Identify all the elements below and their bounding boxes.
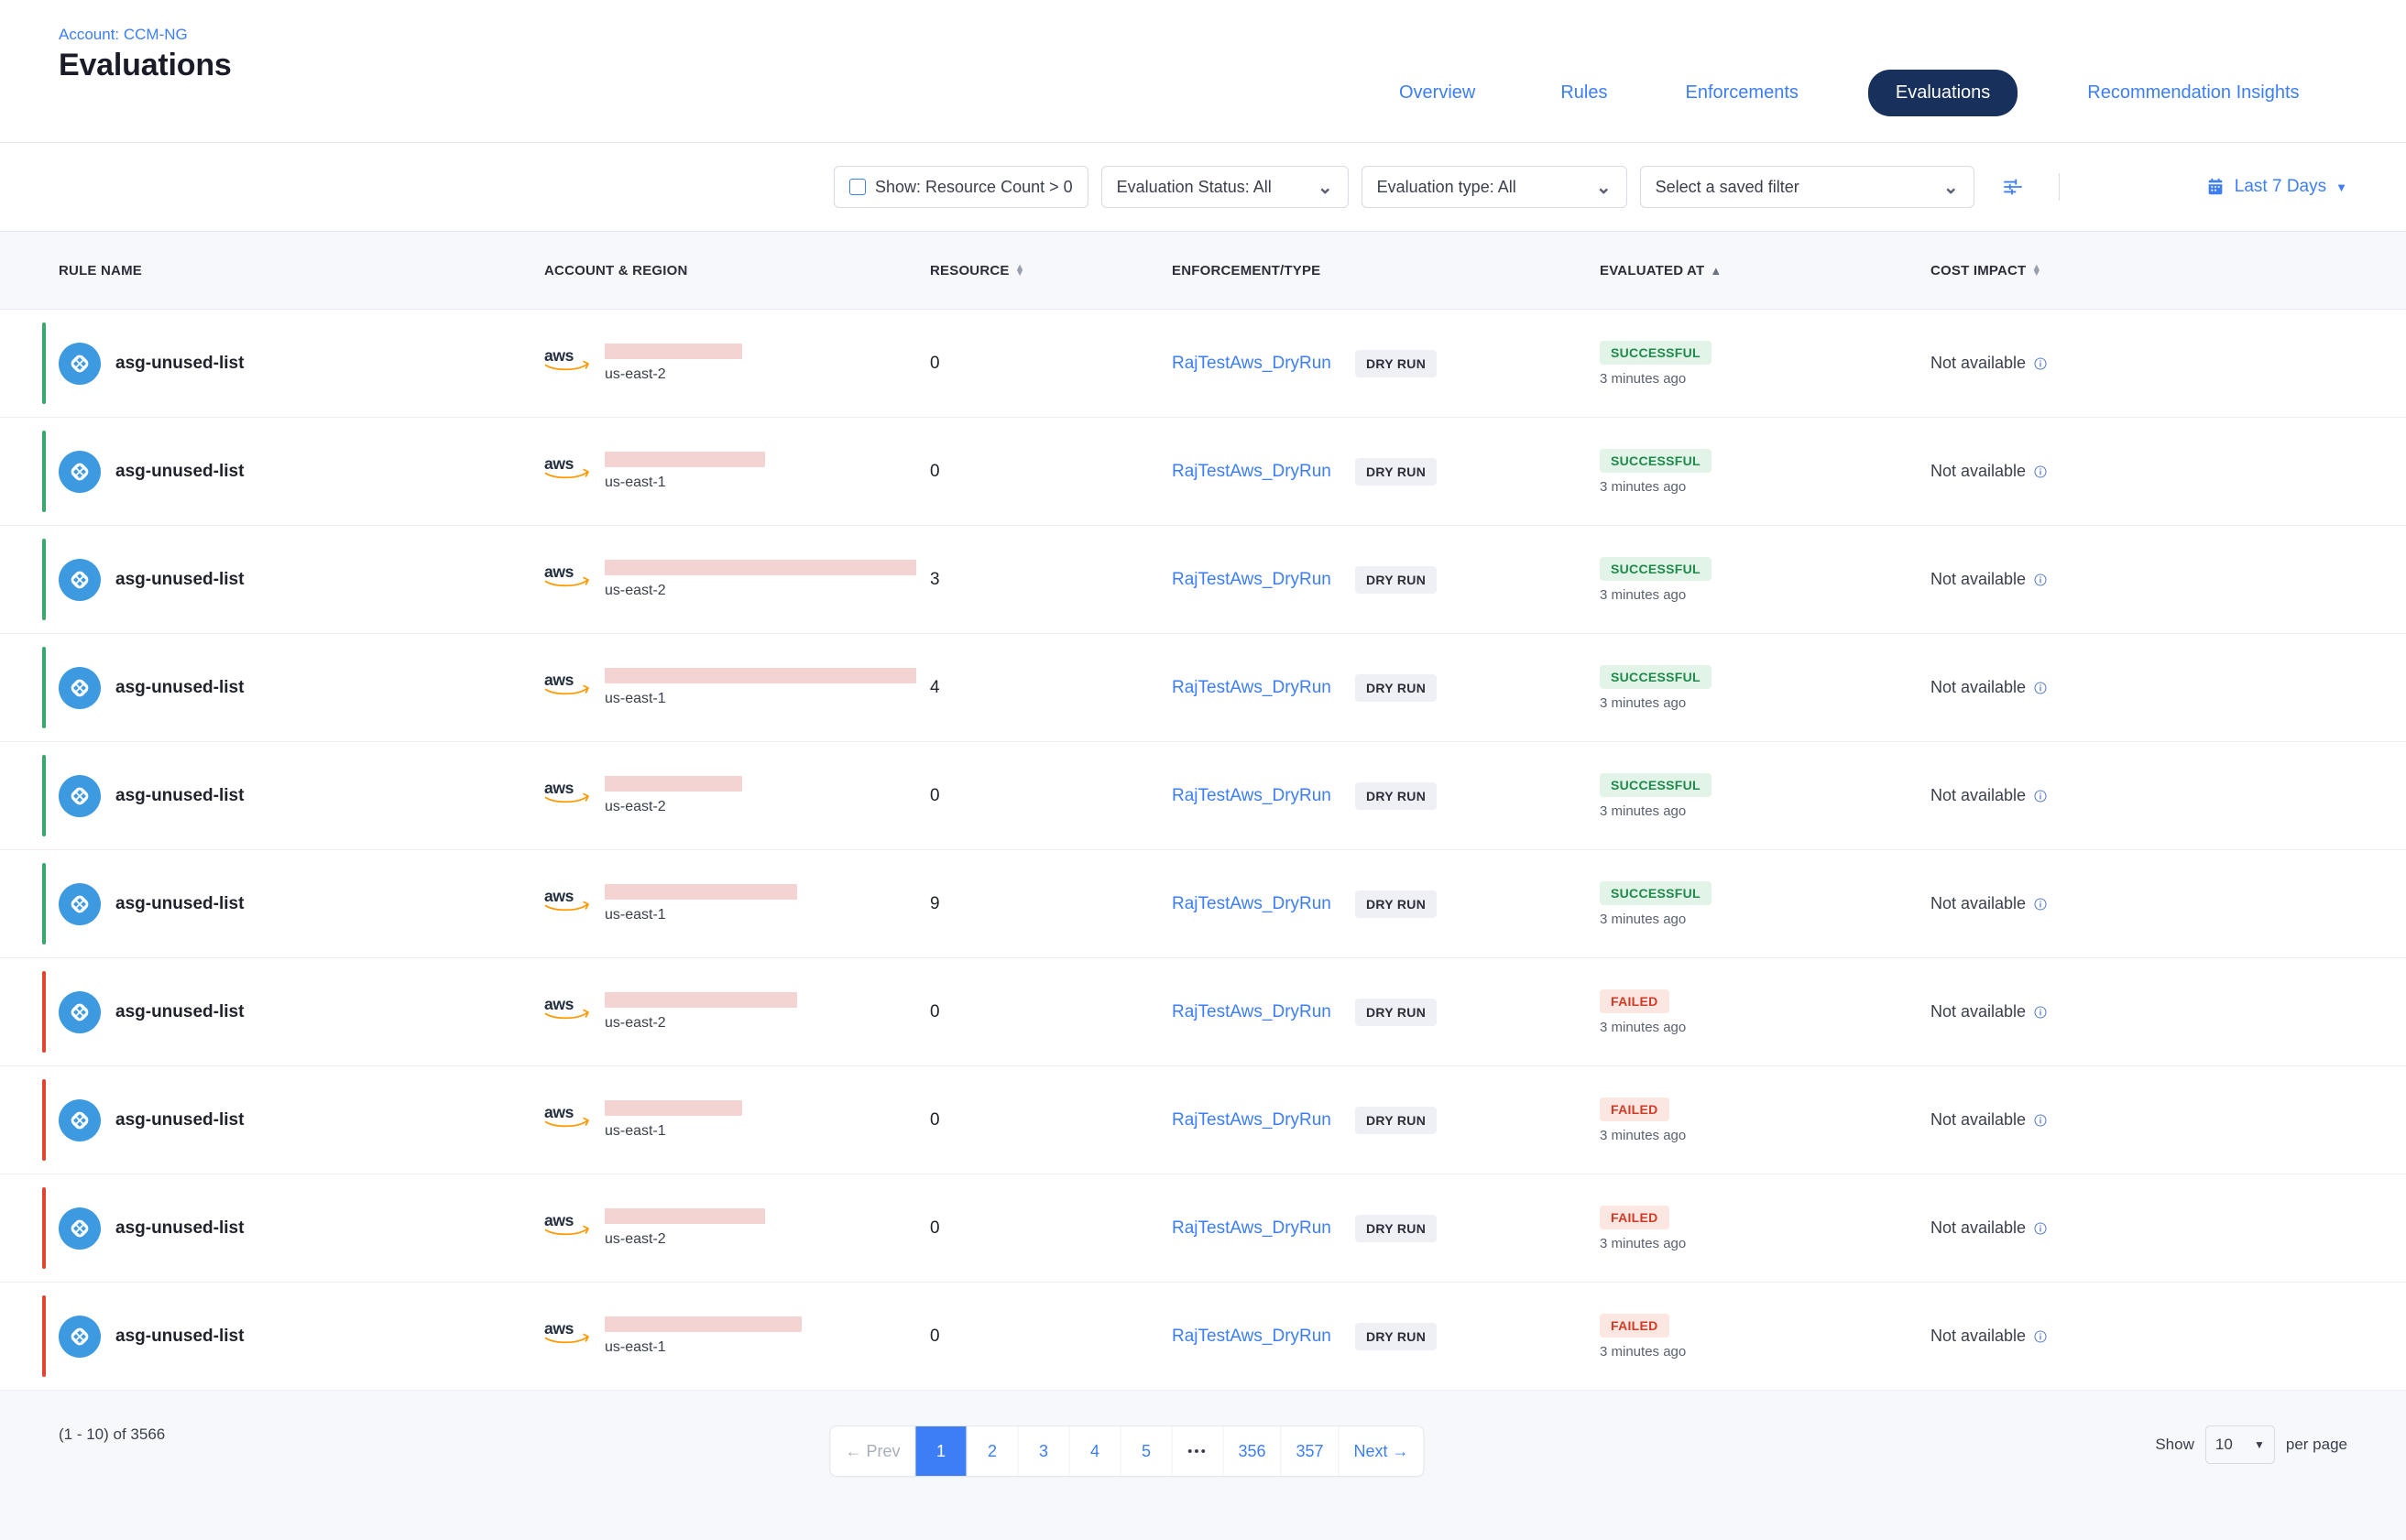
svg-text:aws: aws [544,887,574,905]
svg-text:aws: aws [544,1319,574,1338]
svg-text:aws: aws [544,562,574,581]
svg-text:aws: aws [544,346,574,365]
svg-text:aws: aws [544,995,574,1013]
svg-text:aws: aws [544,671,574,689]
svg-text:aws: aws [544,1103,574,1121]
svg-text:aws: aws [544,779,574,797]
svg-text:aws: aws [544,1211,574,1229]
svg-text:aws: aws [544,454,574,473]
